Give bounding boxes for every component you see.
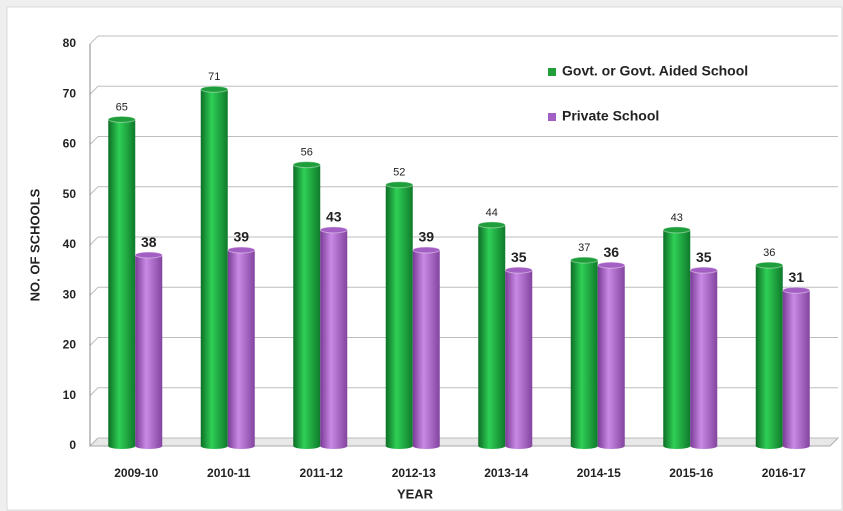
value-label: 39 (233, 229, 249, 245)
bar-base (227, 443, 255, 449)
value-label: 35 (511, 249, 527, 265)
bar-top (319, 226, 348, 234)
bar (782, 290, 810, 446)
bar (385, 184, 413, 446)
bar (690, 270, 718, 446)
legend-label: Govt. or Govt. Aided School (562, 63, 748, 79)
x-tick-label: 2011-12 (300, 466, 344, 480)
value-label: 44 (486, 207, 498, 219)
grid-line (89, 236, 838, 246)
bar-top (412, 246, 441, 254)
x-tick-label: 2009-10 (114, 466, 158, 480)
bar-base (570, 443, 598, 449)
y-tick-label: 30 (63, 287, 77, 301)
bar-base (293, 443, 321, 449)
bar-top (385, 181, 414, 189)
bar (505, 270, 533, 446)
bar (597, 265, 625, 446)
legend-swatch (548, 68, 556, 76)
bar-top (662, 226, 691, 234)
bar-base (478, 443, 506, 449)
value-label: 43 (326, 209, 342, 225)
bar-top (782, 286, 811, 294)
bar-base (385, 443, 413, 449)
bar-top (477, 221, 506, 229)
y-tick-label: 50 (63, 187, 77, 201)
bar (108, 119, 136, 446)
bar-base (505, 443, 533, 449)
bar-base (690, 443, 718, 449)
bar (570, 260, 598, 446)
bar-base (782, 443, 810, 449)
bar-top (689, 266, 718, 274)
bar-top (755, 261, 784, 269)
bar (755, 265, 783, 446)
value-label: 52 (393, 167, 405, 179)
y-tick-label: 20 (63, 338, 77, 352)
legend-swatch (548, 113, 556, 121)
bar-top (570, 256, 599, 264)
x-tick-label: 2012-13 (392, 466, 436, 480)
bar (135, 255, 163, 446)
bar-base (755, 443, 783, 449)
bar-base (320, 443, 348, 449)
bar-base (108, 443, 136, 449)
x-tick-label: 2014-15 (577, 466, 621, 480)
value-label: 71 (208, 71, 220, 83)
bar-top (292, 161, 321, 169)
value-label: 37 (578, 242, 590, 254)
bar-base (200, 443, 228, 449)
grid-line (89, 35, 838, 45)
x-tick-label: 2015-16 (669, 466, 713, 480)
x-tick-label: 2010-11 (207, 466, 251, 480)
x-tick-label: 2013-14 (484, 466, 528, 480)
value-label: 65 (116, 101, 128, 113)
bar-top (227, 246, 256, 254)
grid-line (89, 85, 838, 95)
value-label: 31 (788, 269, 804, 285)
y-tick-label: 80 (63, 36, 77, 50)
bar (320, 229, 348, 446)
bar (478, 224, 506, 446)
y-tick-label: 10 (63, 388, 77, 402)
x-axis-label: YEAR (397, 486, 434, 501)
grid-line (89, 186, 838, 196)
grid-line (89, 136, 838, 145)
y-tick-label: 70 (63, 86, 77, 100)
legend-label: Private School (562, 108, 659, 124)
bar-base (135, 443, 163, 449)
value-label: 43 (671, 212, 683, 224)
bar-top (134, 251, 163, 259)
y-tick-label: 0 (69, 438, 76, 452)
value-label: 56 (301, 147, 313, 159)
bar (412, 250, 440, 446)
y-tick-label: 40 (63, 237, 77, 251)
bar (227, 250, 255, 446)
bar-top (597, 261, 626, 269)
value-label: 36 (603, 244, 619, 260)
bar-top (107, 115, 136, 123)
value-label: 38 (141, 234, 157, 250)
bar (293, 164, 321, 446)
bar-base (597, 443, 625, 449)
bar-top (200, 85, 229, 93)
value-label: 39 (418, 229, 434, 245)
value-label: 35 (696, 249, 712, 265)
x-tick-label: 2016-17 (762, 466, 806, 480)
bar (200, 89, 228, 446)
bar-base (412, 443, 440, 449)
bar-base (663, 443, 691, 449)
value-label: 36 (763, 247, 775, 259)
bar-top (504, 266, 533, 274)
bar (663, 229, 691, 446)
y-tick-label: 60 (63, 137, 77, 151)
y-axis-label: NO. OF SCHOOLS (27, 188, 42, 301)
